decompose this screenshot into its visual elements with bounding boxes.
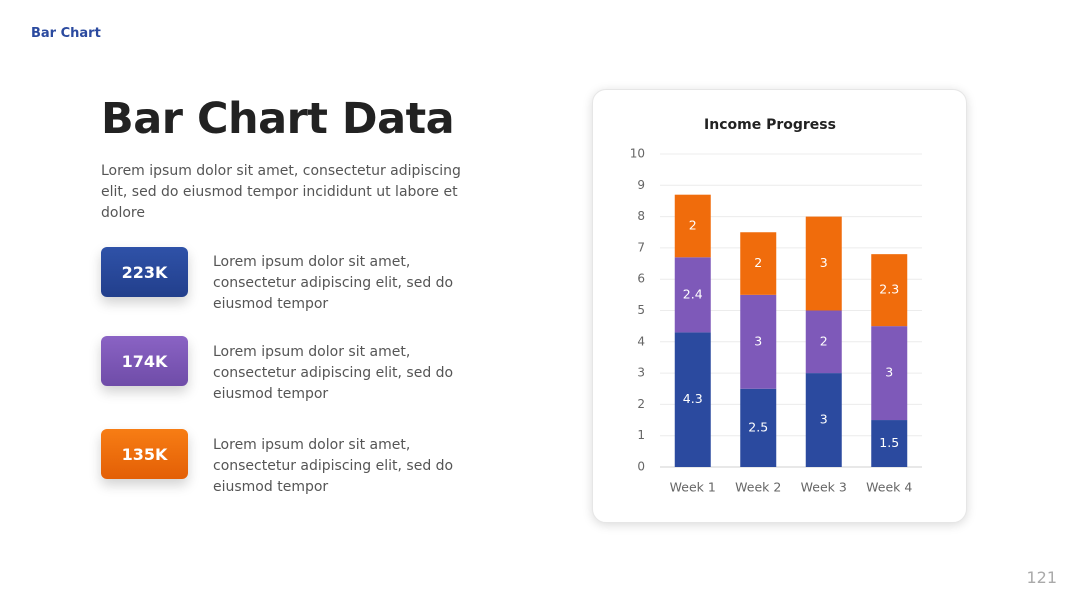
bar-segment: [871, 420, 908, 467]
x-tick-label: Week 3: [801, 480, 847, 495]
bar-segment: [805, 373, 842, 467]
y-tick-label: 5: [637, 303, 645, 317]
data-label: 2: [689, 217, 697, 232]
bar-segment: [740, 294, 777, 389]
stat-text: Lorem ipsum dolor sit amet, consectetur …: [213, 344, 454, 402]
y-tick-label: 4: [637, 334, 645, 348]
bar-segment: [740, 388, 777, 467]
bar-segment: [740, 232, 777, 295]
bar-segment: [871, 254, 908, 327]
data-label: 3: [754, 333, 762, 348]
title: Bar Chart Data: [101, 94, 455, 144]
y-tick-label: 3: [637, 366, 645, 380]
data-label: 3: [820, 255, 828, 270]
y-tick-label: 10: [630, 147, 645, 161]
y-tick-label: 2: [637, 397, 645, 411]
data-label: 2.5: [748, 419, 768, 434]
x-tick-label: Week 4: [866, 480, 912, 495]
bar-segment: [871, 326, 908, 421]
data-label: 2: [820, 333, 828, 348]
data-label: 3: [820, 412, 828, 427]
y-tick-label: 7: [637, 240, 645, 254]
y-tick-label: 0: [637, 460, 645, 474]
data-label: 2.3: [879, 282, 899, 297]
data-label: 3: [885, 365, 893, 380]
intro: Lorem ipsum dolor sit amet, consectetur …: [101, 163, 461, 221]
stat-badge: 135K: [101, 429, 188, 479]
stat-badge: 223K: [101, 247, 188, 297]
y-tick-label: 8: [637, 209, 645, 223]
data-label: 2: [754, 255, 762, 270]
bar-segment: [674, 257, 711, 333]
stat-badge: 174K: [101, 336, 188, 386]
y-tick-label: 6: [637, 272, 645, 286]
x-tick-label: Week 2: [735, 480, 781, 495]
header: Bar Chart: [31, 26, 101, 41]
page-number: 121: [1026, 568, 1057, 587]
data-label: 1.5: [879, 435, 899, 450]
y-tick-label: 1: [637, 428, 645, 442]
bar-segment: [674, 332, 711, 467]
y-tick-label: 9: [637, 178, 645, 192]
data-label: 2.4: [683, 286, 703, 301]
bar-segment: [805, 216, 842, 311]
chart-title: Income Progress: [704, 117, 836, 133]
data-label: 4.3: [683, 391, 703, 406]
stat-text: Lorem ipsum dolor sit amet, consectetur …: [213, 437, 454, 495]
stat-text: Lorem ipsum dolor sit amet, consectetur …: [213, 254, 454, 312]
x-tick-label: Week 1: [670, 480, 716, 495]
bar-segment: [674, 194, 711, 258]
bar-segment: [805, 310, 842, 374]
